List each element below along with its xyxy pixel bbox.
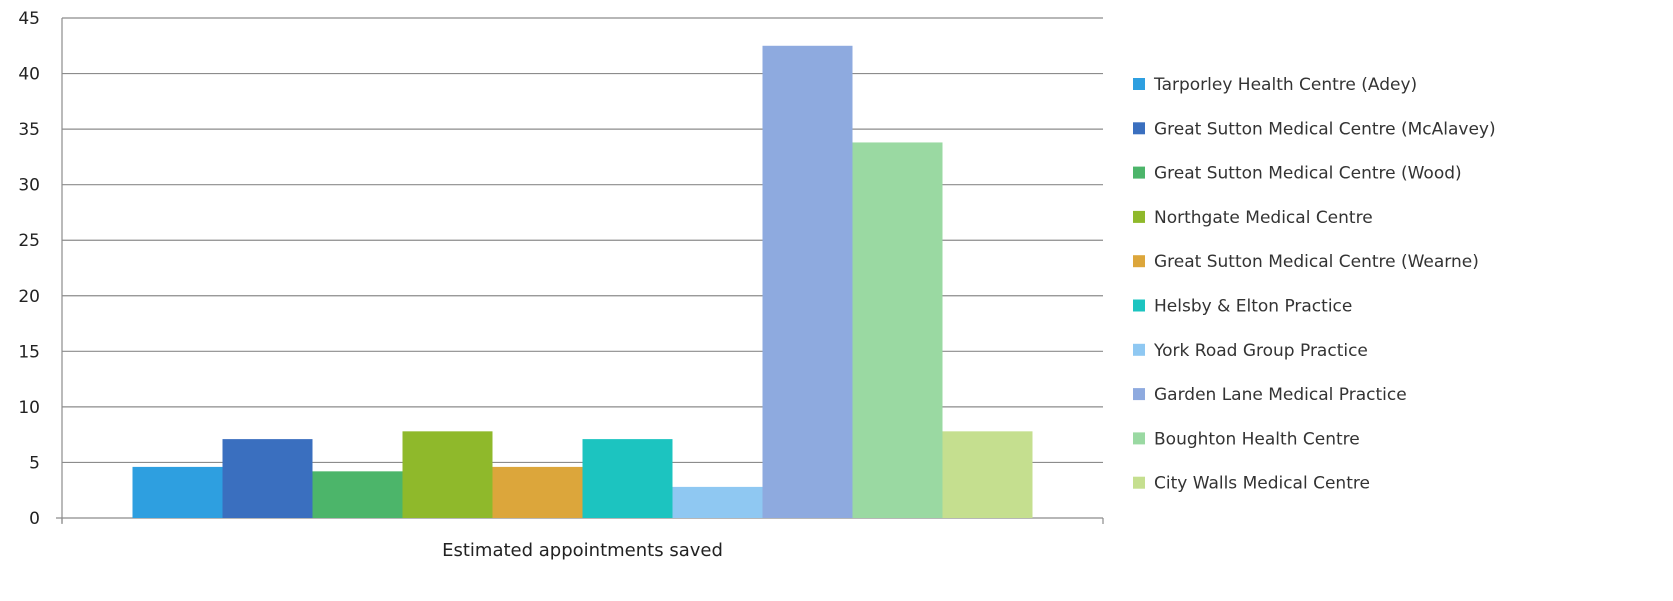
legend-item: York Road Group Practice xyxy=(1133,341,1368,361)
legend-swatch xyxy=(1133,299,1145,312)
legend-item: Great Sutton Medical Centre (Wearne) xyxy=(1133,252,1479,272)
legend: Tarporley Health Centre (Adey) Great Sutt… xyxy=(1133,75,1496,494)
y-tick-label: 5 xyxy=(29,453,40,473)
legend-label: Northgate Medical Centre xyxy=(1154,208,1373,228)
legend-item: Northgate Medical Centre xyxy=(1133,208,1373,228)
legend-label: Great Sutton Medical Centre (Wood) xyxy=(1154,164,1462,184)
y-tick-label: 15 xyxy=(18,342,40,362)
legend-label: Tarporley Health Centre (Adey) xyxy=(1153,75,1417,95)
y-axis-ticks: 0 5 10 15 20 25 30 35 40 45 xyxy=(18,9,40,529)
bars xyxy=(132,45,1033,519)
y-tick-label: 20 xyxy=(18,287,40,307)
y-tick-label: 25 xyxy=(18,231,40,251)
bar-7 xyxy=(672,486,763,518)
bar-2 xyxy=(222,439,313,518)
bar-5 xyxy=(492,466,583,518)
bar-4 xyxy=(402,431,493,518)
legend-label: Boughton Health Centre xyxy=(1154,429,1360,449)
bar-10 xyxy=(942,431,1033,518)
bar-8 xyxy=(762,45,853,519)
x-category-label: Estimated appointments saved xyxy=(442,540,723,561)
y-tick-label: 40 xyxy=(18,65,40,85)
bar-9 xyxy=(852,142,943,518)
legend-swatch xyxy=(1133,255,1145,268)
legend-label: Great Sutton Medical Centre (McAlavey) xyxy=(1154,119,1496,139)
legend-label: Garden Lane Medical Practice xyxy=(1154,385,1407,405)
legend-item: Great Sutton Medical Centre (Wood) xyxy=(1133,164,1462,184)
legend-swatch xyxy=(1133,210,1145,223)
legend-swatch xyxy=(1133,166,1145,179)
legend-item: Great Sutton Medical Centre (McAlavey) xyxy=(1133,119,1496,139)
bar-1 xyxy=(132,466,223,518)
x-axis-category: Estimated appointments saved xyxy=(442,540,723,561)
legend-item: City Walls Medical Centre xyxy=(1133,474,1370,494)
y-tick-label: 0 xyxy=(29,509,40,529)
legend-swatch xyxy=(1133,78,1145,90)
legend-item: Garden Lane Medical Practice xyxy=(1133,385,1407,405)
legend-swatch xyxy=(1133,476,1145,489)
legend-label: Great Sutton Medical Centre (Wearne) xyxy=(1154,252,1479,272)
legend-item: Helsby & Elton Practice xyxy=(1133,297,1352,317)
y-tick-label: 30 xyxy=(18,176,40,196)
legend-label: Helsby & Elton Practice xyxy=(1154,297,1352,317)
y-tick-label: 35 xyxy=(18,120,40,140)
bar-6 xyxy=(582,439,673,518)
legend-swatch xyxy=(1133,432,1145,445)
gridlines xyxy=(62,17,1103,464)
y-tick-label: 45 xyxy=(18,9,40,29)
bar-3 xyxy=(312,471,403,518)
legend-swatch xyxy=(1133,122,1145,135)
legend-item: Tarporley Health Centre (Adey) xyxy=(1133,75,1417,95)
legend-item: Boughton Health Centre xyxy=(1133,429,1360,449)
legend-label: York Road Group Practice xyxy=(1153,341,1368,361)
legend-label: City Walls Medical Centre xyxy=(1154,474,1370,494)
legend-swatch xyxy=(1133,388,1145,401)
y-tick-label: 10 xyxy=(18,398,40,418)
legend-swatch xyxy=(1133,343,1145,356)
